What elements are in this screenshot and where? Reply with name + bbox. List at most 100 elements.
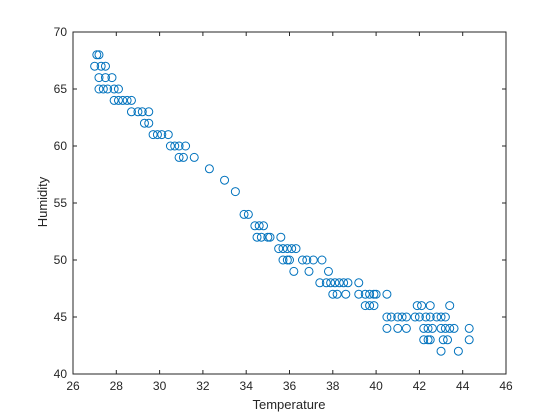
data-point (256, 232, 266, 242)
x-tick-label: 44 (456, 379, 470, 393)
data-point (137, 107, 147, 117)
data-point (393, 323, 403, 333)
data-point (343, 278, 353, 288)
data-point (133, 107, 143, 117)
x-axis-label: Temperature (253, 397, 326, 412)
data-point (107, 73, 117, 83)
data-point (254, 221, 264, 231)
data-point (445, 301, 455, 311)
data-point (189, 152, 199, 162)
data-point (239, 209, 249, 219)
data-point (252, 232, 262, 242)
data-point (369, 301, 379, 311)
x-axis-ticks: 26 28 30 32 34 36 38 40 42 44 46 (66, 32, 513, 393)
data-point (144, 118, 154, 128)
data-point (386, 312, 396, 322)
data-point (92, 50, 102, 60)
data-point (412, 301, 422, 311)
data-point (423, 335, 433, 345)
data-point (181, 141, 191, 151)
data-point (157, 130, 167, 140)
data-point (438, 335, 448, 345)
data-point (163, 130, 173, 140)
data-point (401, 323, 411, 333)
data-point (410, 312, 420, 322)
data-point (90, 61, 100, 71)
data-point (453, 346, 463, 356)
data-point (365, 289, 375, 299)
data-point (401, 312, 411, 322)
x-tick-label: 30 (153, 379, 167, 393)
data-point (297, 255, 307, 265)
data-point (98, 84, 108, 94)
data-point (170, 141, 180, 151)
data-point (382, 312, 392, 322)
data-point (282, 255, 292, 265)
data-point (341, 289, 351, 299)
data-point (365, 301, 375, 311)
data-point (393, 312, 403, 322)
data-point (332, 289, 342, 299)
y-tick-label: 40 (54, 367, 68, 381)
data-point (432, 312, 442, 322)
data-point (436, 346, 446, 356)
data-point (360, 289, 370, 299)
data-point (369, 289, 379, 299)
data-point (259, 221, 269, 231)
data-point (109, 95, 119, 105)
data-point (100, 73, 110, 83)
data-point (276, 232, 286, 242)
data-point (302, 255, 312, 265)
y-tick-label: 65 (54, 82, 68, 96)
data-point (94, 84, 104, 94)
data-point (354, 278, 364, 288)
data-point (360, 301, 370, 311)
data-point (103, 84, 113, 94)
data-point (334, 278, 344, 288)
data-point (263, 232, 273, 242)
data-point (464, 323, 474, 333)
data-point (440, 312, 450, 322)
data-point (94, 73, 104, 83)
x-tick-label: 28 (110, 379, 124, 393)
data-point (330, 278, 340, 288)
y-tick-label: 60 (54, 139, 68, 153)
data-point (354, 289, 364, 299)
data-point (425, 312, 435, 322)
data-point (323, 266, 333, 276)
data-point (339, 278, 349, 288)
data-point (443, 335, 453, 345)
data-point (419, 323, 429, 333)
data-point (449, 323, 459, 333)
x-tick-label: 34 (240, 379, 254, 393)
data-point (425, 335, 435, 345)
data-point (174, 152, 184, 162)
data-point (230, 187, 240, 197)
data-point (165, 141, 175, 151)
data-point (382, 323, 392, 333)
x-tick-label: 32 (196, 379, 210, 393)
x-tick-label: 26 (66, 379, 80, 393)
data-point (100, 61, 110, 71)
x-tick-label: 36 (283, 379, 297, 393)
data-point (414, 312, 424, 322)
data-point (96, 61, 106, 71)
data-point (464, 335, 474, 345)
data-point (419, 335, 429, 345)
y-tick-label: 50 (54, 253, 68, 267)
x-tick-label: 42 (413, 379, 427, 393)
data-point (304, 266, 314, 276)
data-point (148, 130, 158, 140)
data-point (282, 244, 292, 254)
data-point (427, 323, 437, 333)
data-point (317, 255, 327, 265)
data-point (178, 152, 188, 162)
data-point (321, 278, 331, 288)
data-point (152, 130, 162, 140)
data-point (440, 323, 450, 333)
data-point (423, 323, 433, 333)
data-point (118, 95, 128, 105)
data-point (397, 312, 407, 322)
